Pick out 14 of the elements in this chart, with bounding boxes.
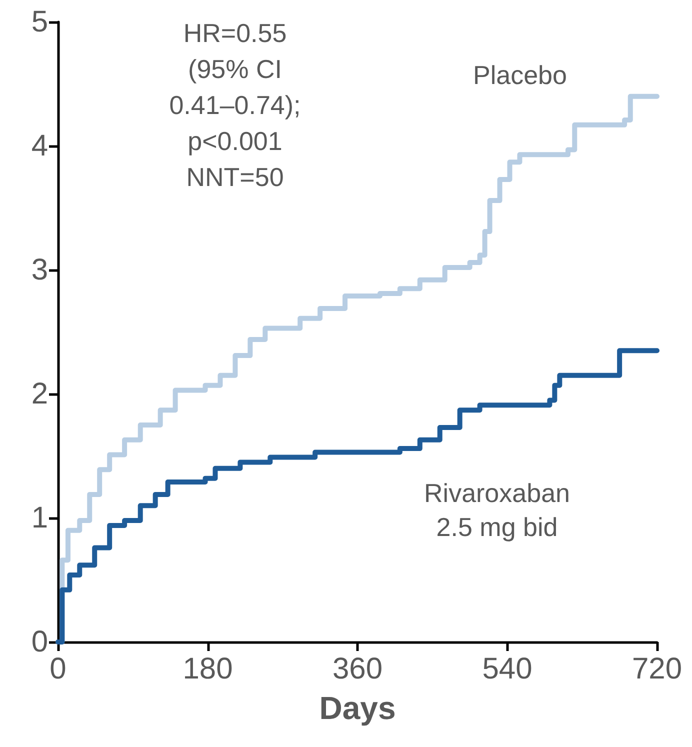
y-tick-label: 2 (31, 378, 48, 410)
series-label: Placebo (473, 60, 567, 90)
y-tick-label: 0 (31, 626, 48, 658)
y-tick-label: 5 (31, 6, 48, 38)
annotation: HR=0.55 (95% CI 0.41–0.74); p<0.001 NNT=50 (169, 18, 301, 192)
x-axis-title: Days (319, 690, 396, 726)
x-tick-label: 180 (182, 652, 233, 686)
y-tick-label: 3 (31, 254, 48, 286)
y-tick-label: 1 (31, 502, 48, 534)
x-tick-label: 540 (482, 652, 532, 686)
x-tick-label: 720 (632, 652, 682, 686)
y-tick-label: 4 (31, 130, 48, 162)
series-label: Rivaroxaban 2.5 mg bid (424, 478, 570, 542)
x-tick-label: 360 (332, 652, 383, 686)
